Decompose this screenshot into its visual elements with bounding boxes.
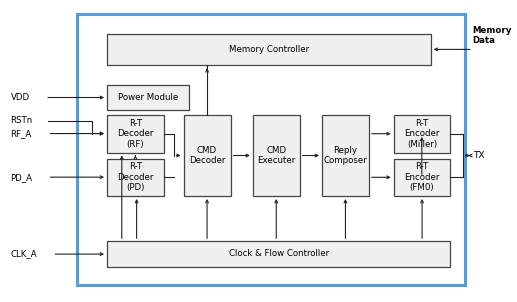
Bar bbox=[322, 115, 369, 196]
Text: Memory Controller: Memory Controller bbox=[229, 45, 309, 54]
Text: Clock & Flow Controller: Clock & Flow Controller bbox=[229, 249, 329, 259]
Bar bbox=[107, 241, 450, 267]
Text: R-T
Decoder
(RF): R-T Decoder (RF) bbox=[117, 119, 154, 149]
Text: RSTn: RSTn bbox=[10, 117, 33, 125]
Text: VDD: VDD bbox=[10, 93, 29, 102]
Bar bbox=[107, 159, 164, 196]
Bar bbox=[393, 159, 450, 196]
Bar bbox=[78, 14, 465, 285]
Text: CMD
Executer: CMD Executer bbox=[257, 146, 295, 165]
Bar bbox=[107, 115, 164, 153]
Bar bbox=[107, 85, 189, 111]
Text: R-T
Decoder
(PD): R-T Decoder (PD) bbox=[117, 162, 154, 192]
Text: Reply
Composer: Reply Composer bbox=[324, 146, 367, 165]
Text: PD_A: PD_A bbox=[10, 173, 33, 182]
Text: CLK_A: CLK_A bbox=[10, 250, 37, 259]
Text: Power Module: Power Module bbox=[117, 93, 178, 102]
Bar bbox=[393, 115, 450, 153]
Text: R-T
Encoder
(FM0): R-T Encoder (FM0) bbox=[404, 162, 440, 192]
Bar bbox=[184, 115, 231, 196]
Text: RF_A: RF_A bbox=[10, 129, 32, 138]
Text: CMD
Decoder: CMD Decoder bbox=[189, 146, 225, 165]
Bar bbox=[107, 34, 431, 65]
Text: TX: TX bbox=[473, 151, 484, 160]
Bar bbox=[253, 115, 300, 196]
Text: R-T
Encoder
(Miller): R-T Encoder (Miller) bbox=[404, 119, 440, 149]
Text: Memory
Data: Memory Data bbox=[473, 26, 512, 45]
